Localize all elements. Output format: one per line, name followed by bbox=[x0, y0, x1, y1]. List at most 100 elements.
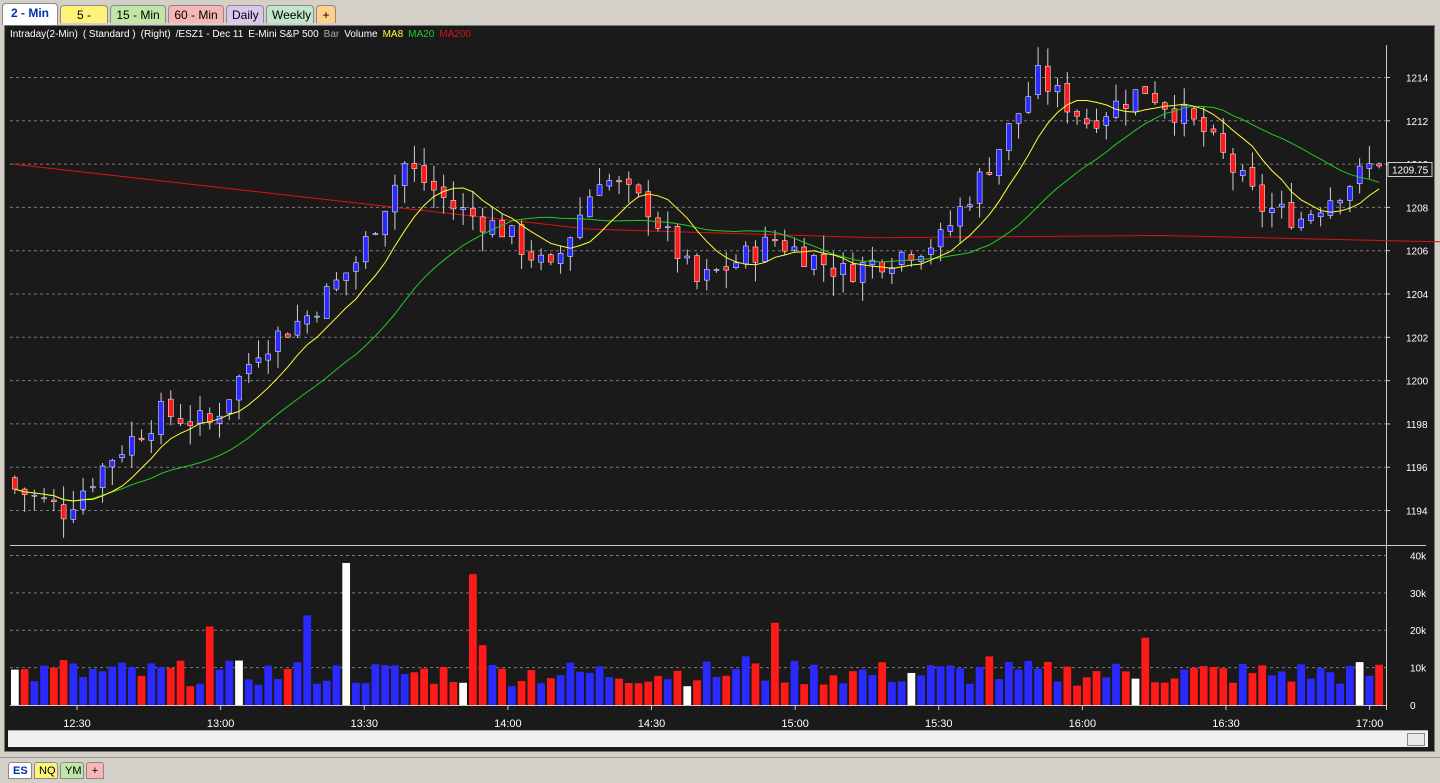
candle-body bbox=[1006, 123, 1012, 151]
volume-bar bbox=[1336, 683, 1345, 705]
volume-bar bbox=[1102, 677, 1111, 705]
volume-tick-label: 20k bbox=[1410, 626, 1427, 637]
volume-bar bbox=[1258, 665, 1267, 705]
tab-15-min[interactable]: 15 - Min bbox=[110, 5, 166, 23]
style-label: Bar bbox=[323, 29, 340, 40]
candle-body bbox=[450, 200, 457, 210]
candle-body bbox=[1142, 86, 1149, 94]
tab-60-min[interactable]: 60 - Min bbox=[168, 5, 224, 23]
time-tick-label: 16:00 bbox=[1069, 718, 1097, 730]
volume-bar bbox=[1014, 669, 1023, 705]
volume-bar bbox=[1326, 672, 1335, 705]
volume-bar bbox=[264, 665, 273, 705]
volume-bar bbox=[507, 686, 516, 705]
candle-body bbox=[158, 401, 164, 435]
candle-body bbox=[275, 330, 281, 352]
candle-body bbox=[791, 246, 798, 251]
candle-body bbox=[1045, 65, 1051, 92]
volume-bar bbox=[49, 667, 58, 705]
candle-body bbox=[236, 375, 242, 401]
volume-bar bbox=[88, 669, 97, 705]
candle-body bbox=[1308, 214, 1314, 221]
volume-bar bbox=[420, 668, 429, 705]
candle-body bbox=[470, 207, 476, 217]
price-tick-label: 1208 bbox=[1406, 203, 1429, 214]
volume-tick-label: 10k bbox=[1410, 664, 1427, 675]
volume-bar bbox=[11, 669, 19, 705]
volume-bar bbox=[722, 675, 731, 705]
volume-bar bbox=[1004, 661, 1013, 705]
volume-bar bbox=[1190, 667, 1198, 705]
volume-bar bbox=[1082, 677, 1091, 705]
candle-body bbox=[479, 216, 486, 233]
time-tick-label: 15:30 bbox=[925, 718, 953, 730]
volume-bar bbox=[771, 622, 779, 705]
candle-body bbox=[723, 266, 729, 271]
candle-body bbox=[645, 191, 652, 218]
volume-bar bbox=[1131, 678, 1140, 705]
symbol-tab-add-button[interactable]: + bbox=[86, 762, 104, 779]
candle-body bbox=[294, 320, 301, 336]
candle-body bbox=[518, 224, 525, 255]
candle-body bbox=[70, 509, 77, 520]
last-price-box bbox=[1387, 162, 1433, 177]
volume-bar bbox=[527, 670, 536, 705]
volume-bar bbox=[59, 660, 68, 705]
volume-bar bbox=[196, 683, 204, 705]
candle-body bbox=[1015, 113, 1022, 124]
volume-bar bbox=[1092, 671, 1101, 705]
volume-bar bbox=[917, 675, 925, 705]
candle-body bbox=[557, 253, 564, 264]
volume-bar bbox=[186, 686, 195, 705]
volume-bar bbox=[1268, 675, 1276, 705]
volume-tick-label: 40k bbox=[1410, 551, 1427, 562]
candle-body bbox=[674, 225, 681, 259]
candle-body bbox=[109, 459, 116, 468]
candle-body bbox=[314, 315, 320, 318]
volume-bar bbox=[332, 665, 341, 705]
volume-bar bbox=[839, 683, 848, 705]
candle-body bbox=[431, 180, 437, 191]
volume-bar bbox=[1229, 682, 1237, 705]
volume-bar bbox=[274, 679, 282, 705]
candle-body bbox=[207, 413, 213, 423]
volume-bar bbox=[1034, 668, 1042, 705]
candle-body bbox=[382, 210, 388, 236]
volume-bar bbox=[732, 669, 740, 705]
tab-weekly[interactable]: Weekly bbox=[266, 5, 314, 23]
candle-body bbox=[12, 477, 18, 490]
candle-body bbox=[928, 247, 934, 255]
candle-body bbox=[1210, 128, 1217, 133]
candle-body bbox=[840, 263, 846, 275]
volume-bar bbox=[975, 667, 984, 705]
tab-daily[interactable]: Daily bbox=[226, 5, 264, 23]
candle-body bbox=[401, 163, 408, 186]
symbol-tab-ym[interactable]: YM bbox=[60, 762, 84, 779]
volume-bar bbox=[780, 682, 789, 705]
volume-bar bbox=[1297, 664, 1306, 705]
ma20-line bbox=[14, 105, 1380, 502]
volume-bar bbox=[303, 615, 312, 705]
scrollbar-thumb[interactable] bbox=[1407, 733, 1425, 746]
candle-body bbox=[850, 264, 856, 282]
candle-body bbox=[255, 357, 262, 363]
volume-bar bbox=[1316, 667, 1325, 705]
symbol-tab-nq[interactable]: NQ bbox=[34, 762, 58, 779]
ma200-label: MA200 bbox=[439, 29, 471, 40]
volume-bar bbox=[956, 668, 964, 705]
candle-body bbox=[489, 220, 496, 235]
candle-body bbox=[41, 497, 47, 500]
price-tick-label: 1214 bbox=[1406, 73, 1429, 84]
candle-body bbox=[694, 255, 700, 282]
volume-bar bbox=[1053, 681, 1062, 705]
volume-bar bbox=[478, 645, 487, 705]
chart-scrollbar[interactable] bbox=[8, 730, 1428, 747]
volume-bar bbox=[878, 662, 887, 705]
tab-add-button[interactable]: + bbox=[316, 5, 336, 23]
volume-bar bbox=[244, 679, 253, 705]
tab-2-min[interactable]: 2 - Min bbox=[2, 3, 58, 25]
symbol-tab-es[interactable]: ES bbox=[8, 762, 32, 779]
candle-body bbox=[713, 269, 720, 271]
candle-body bbox=[460, 207, 466, 210]
